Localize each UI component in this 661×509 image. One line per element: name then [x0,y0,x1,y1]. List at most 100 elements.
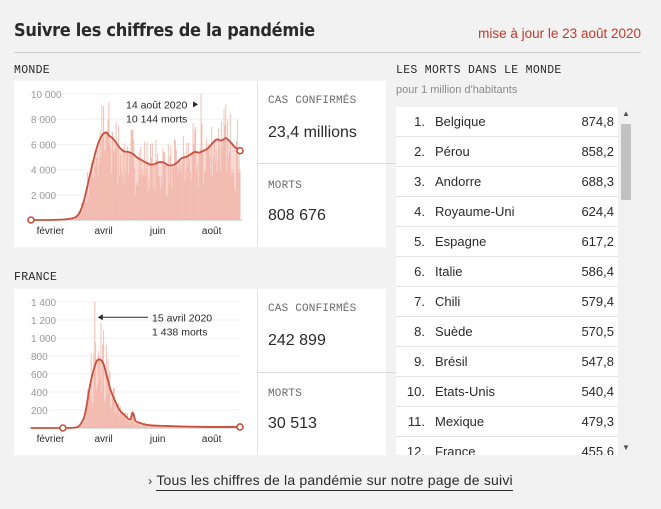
monde-chart: 10 000 8 000 6 000 4 000 2 000 14 août 2020 10… [14,81,257,247]
annotation-arrow-icon [193,101,199,108]
update-date: mise à jour le 23 août 2020 [478,26,641,41]
annotation-arrow-icon [97,314,103,321]
france-deaths-label: MORTS [268,388,303,400]
y-tick-label: 800 [31,352,48,363]
tracking-page-link[interactable]: › Tous les chiffres de la pandémie sur no… [0,472,661,491]
y-tick-label: 200 [31,406,48,417]
france-card: 1 400 1 200 1 000 800 600 400 200 15 avril 2020… [14,289,401,455]
ranking-row: 11. Mexique 479,3 [396,407,618,437]
x-tick-label: août [202,434,222,445]
country-name: Mexique [435,414,485,429]
stat-divider [258,163,401,164]
monde-deaths-value: 808 676 [268,207,326,224]
rank-number: 2. [414,144,425,159]
deaths-per-million: 688,3 [581,174,614,189]
rank-number: 10. [406,384,425,399]
ranking-row: 1. Belgique 874,8 [396,107,618,137]
end-marker [236,423,244,431]
country-name: Suède [435,324,473,339]
y-tick-label: 1 200 [31,316,56,327]
start-marker [27,216,35,224]
rank-number: 7. [414,294,425,309]
deaths-per-million: 540,4 [581,384,614,399]
y-tick-label: 8 000 [31,115,56,126]
france-chart-svg: 1 400 1 200 1 000 800 600 400 200 15 avril 2020… [29,298,244,445]
monde-card: 10 000 8 000 6 000 4 000 2 000 14 août 2020 10… [14,81,401,247]
ranking-row: 10. Etats-Unis 540,4 [396,377,618,407]
country-name: Royaume-Uni [435,204,515,219]
smoothed-line [31,358,240,429]
monde-cases-label: CAS CONFIRMÉS [268,95,357,107]
y-tick-label: 10 000 [31,90,62,101]
stat-divider [258,372,401,373]
y-tick-label: 2 000 [31,191,56,202]
deaths-per-million: 874,8 [581,114,614,129]
rank-number: 6. [414,264,425,279]
ranking-table[interactable]: 1. Belgique 874,8 2. Pérou 858,2 3. Andorre 688,… [396,107,634,455]
smoothed-area [31,359,240,429]
ranking-row: 4. Royaume-Uni 624,4 [396,197,618,227]
monde-deaths-label: MORTS [268,180,303,192]
deaths-per-million: 579,4 [581,294,614,309]
deaths-per-million: 858,2 [581,144,614,159]
ranking-subtitle: pour 1 million d'habitants [396,84,518,96]
ranking-row: 2. Pérou 858,2 [396,137,618,167]
monde-chart-svg: 10 000 8 000 6 000 4 000 2 000 14 août 2020 10… [27,90,244,237]
y-tick-label: 1 000 [31,334,56,345]
x-tick-label: avril [94,226,112,237]
france-cases-value: 242 899 [268,332,326,349]
country-name: Etats-Unis [435,384,495,399]
france-deaths-value: 30 513 [268,415,317,432]
deaths-per-million: 455,6 [581,444,614,455]
ranking-row: 9. Brésil 547,8 [396,347,618,377]
y-tick-label: 4 000 [31,166,56,177]
x-tick-label: juin [149,226,166,237]
country-name: Italie [435,264,463,279]
annotation-value: 1 438 morts [152,326,207,338]
annotation-date: 15 avril 2020 [152,312,212,324]
monde-stats: CAS CONFIRMÉS 23,4 millions MORTS 808 67… [257,81,401,247]
tracking-page-link-text[interactable]: Tous les chiffres de la pandémie sur not… [156,472,513,491]
scroll-down-arrow-icon[interactable]: ▼ [622,443,630,452]
smoothed-area [31,132,240,221]
rank-number: 4. [414,204,425,219]
deaths-per-million: 586,4 [581,264,614,279]
x-tick-label: février [37,226,65,237]
annotation-date: 14 août 2020 [126,99,187,111]
rank-number: 8. [414,324,425,339]
deaths-per-million: 479,3 [581,414,614,429]
page-title: Suivre les chiffres de la pandémie [14,20,315,41]
smoothed-line [30,131,241,221]
scroll-up-arrow-icon[interactable]: ▲ [622,109,630,118]
ranking-row: 5. Espagne 617,2 [396,227,618,257]
end-marker [236,146,244,155]
country-name: Espagne [435,234,487,249]
y-tick-label: 400 [31,388,48,399]
scrollbar[interactable]: ▲ ▼ [618,107,634,455]
monde-cases-value: 23,4 millions [268,124,357,141]
scrollbar-thumb[interactable] [621,124,631,200]
france-stats: CAS CONFIRMÉS 242 899 MORTS 30 513 [257,289,401,455]
ranking-row: 12. France 455,6 [396,437,618,455]
deaths-per-million: 617,2 [581,234,614,249]
country-name: Andorre [435,174,482,189]
rank-number: 12. [406,444,425,455]
deaths-per-million: 570,5 [581,324,614,339]
y-tick-label: 6 000 [31,140,56,151]
ranking-title: LES MORTS DANS LE MONDE [396,64,562,77]
ranking-row: 6. Italie 586,4 [396,257,618,287]
y-tick-label: 1 400 [31,298,56,309]
rank-number: 11. [407,414,425,429]
france-chart: 1 400 1 200 1 000 800 600 400 200 15 avril 2020… [14,289,257,455]
annotation-value: 10 144 morts [126,113,187,125]
ranking-row: 3. Andorre 688,3 [396,167,618,197]
france-cases-label: CAS CONFIRMÉS [268,303,357,315]
x-tick-label: juin [149,434,166,445]
ranking-row: 7. Chili 579,4 [396,287,618,317]
deaths-per-million: 624,4 [581,204,614,219]
rank-number: 9. [414,354,425,369]
country-name: Belgique [435,114,486,129]
country-name: Chili [435,294,461,309]
section-label-france: FRANCE [14,271,58,284]
x-tick-label: février [37,434,65,445]
